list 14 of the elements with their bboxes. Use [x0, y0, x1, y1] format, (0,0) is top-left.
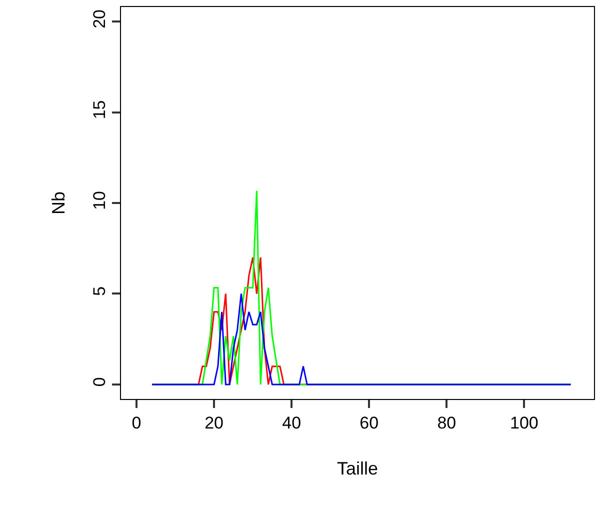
y-tick-label: 20 [90, 10, 110, 28]
x-tick-label: 20 [204, 413, 224, 432]
x-tick-label: 80 [437, 413, 456, 432]
y-axis-title: Nb [48, 191, 68, 215]
x-tick-label: 40 [282, 413, 302, 432]
y-tick-label: 15 [90, 100, 110, 120]
x-tick-label: 100 [510, 413, 538, 432]
y-tick-label: 0 [90, 377, 110, 387]
x-tick-label: 0 [132, 413, 142, 432]
x-axis-title: Taille [336, 458, 378, 478]
line-series [151, 292, 572, 386]
x-tick-label: 60 [360, 413, 379, 432]
y-tick-label: 5 [90, 286, 110, 296]
y-tick-label: 10 [90, 190, 110, 210]
